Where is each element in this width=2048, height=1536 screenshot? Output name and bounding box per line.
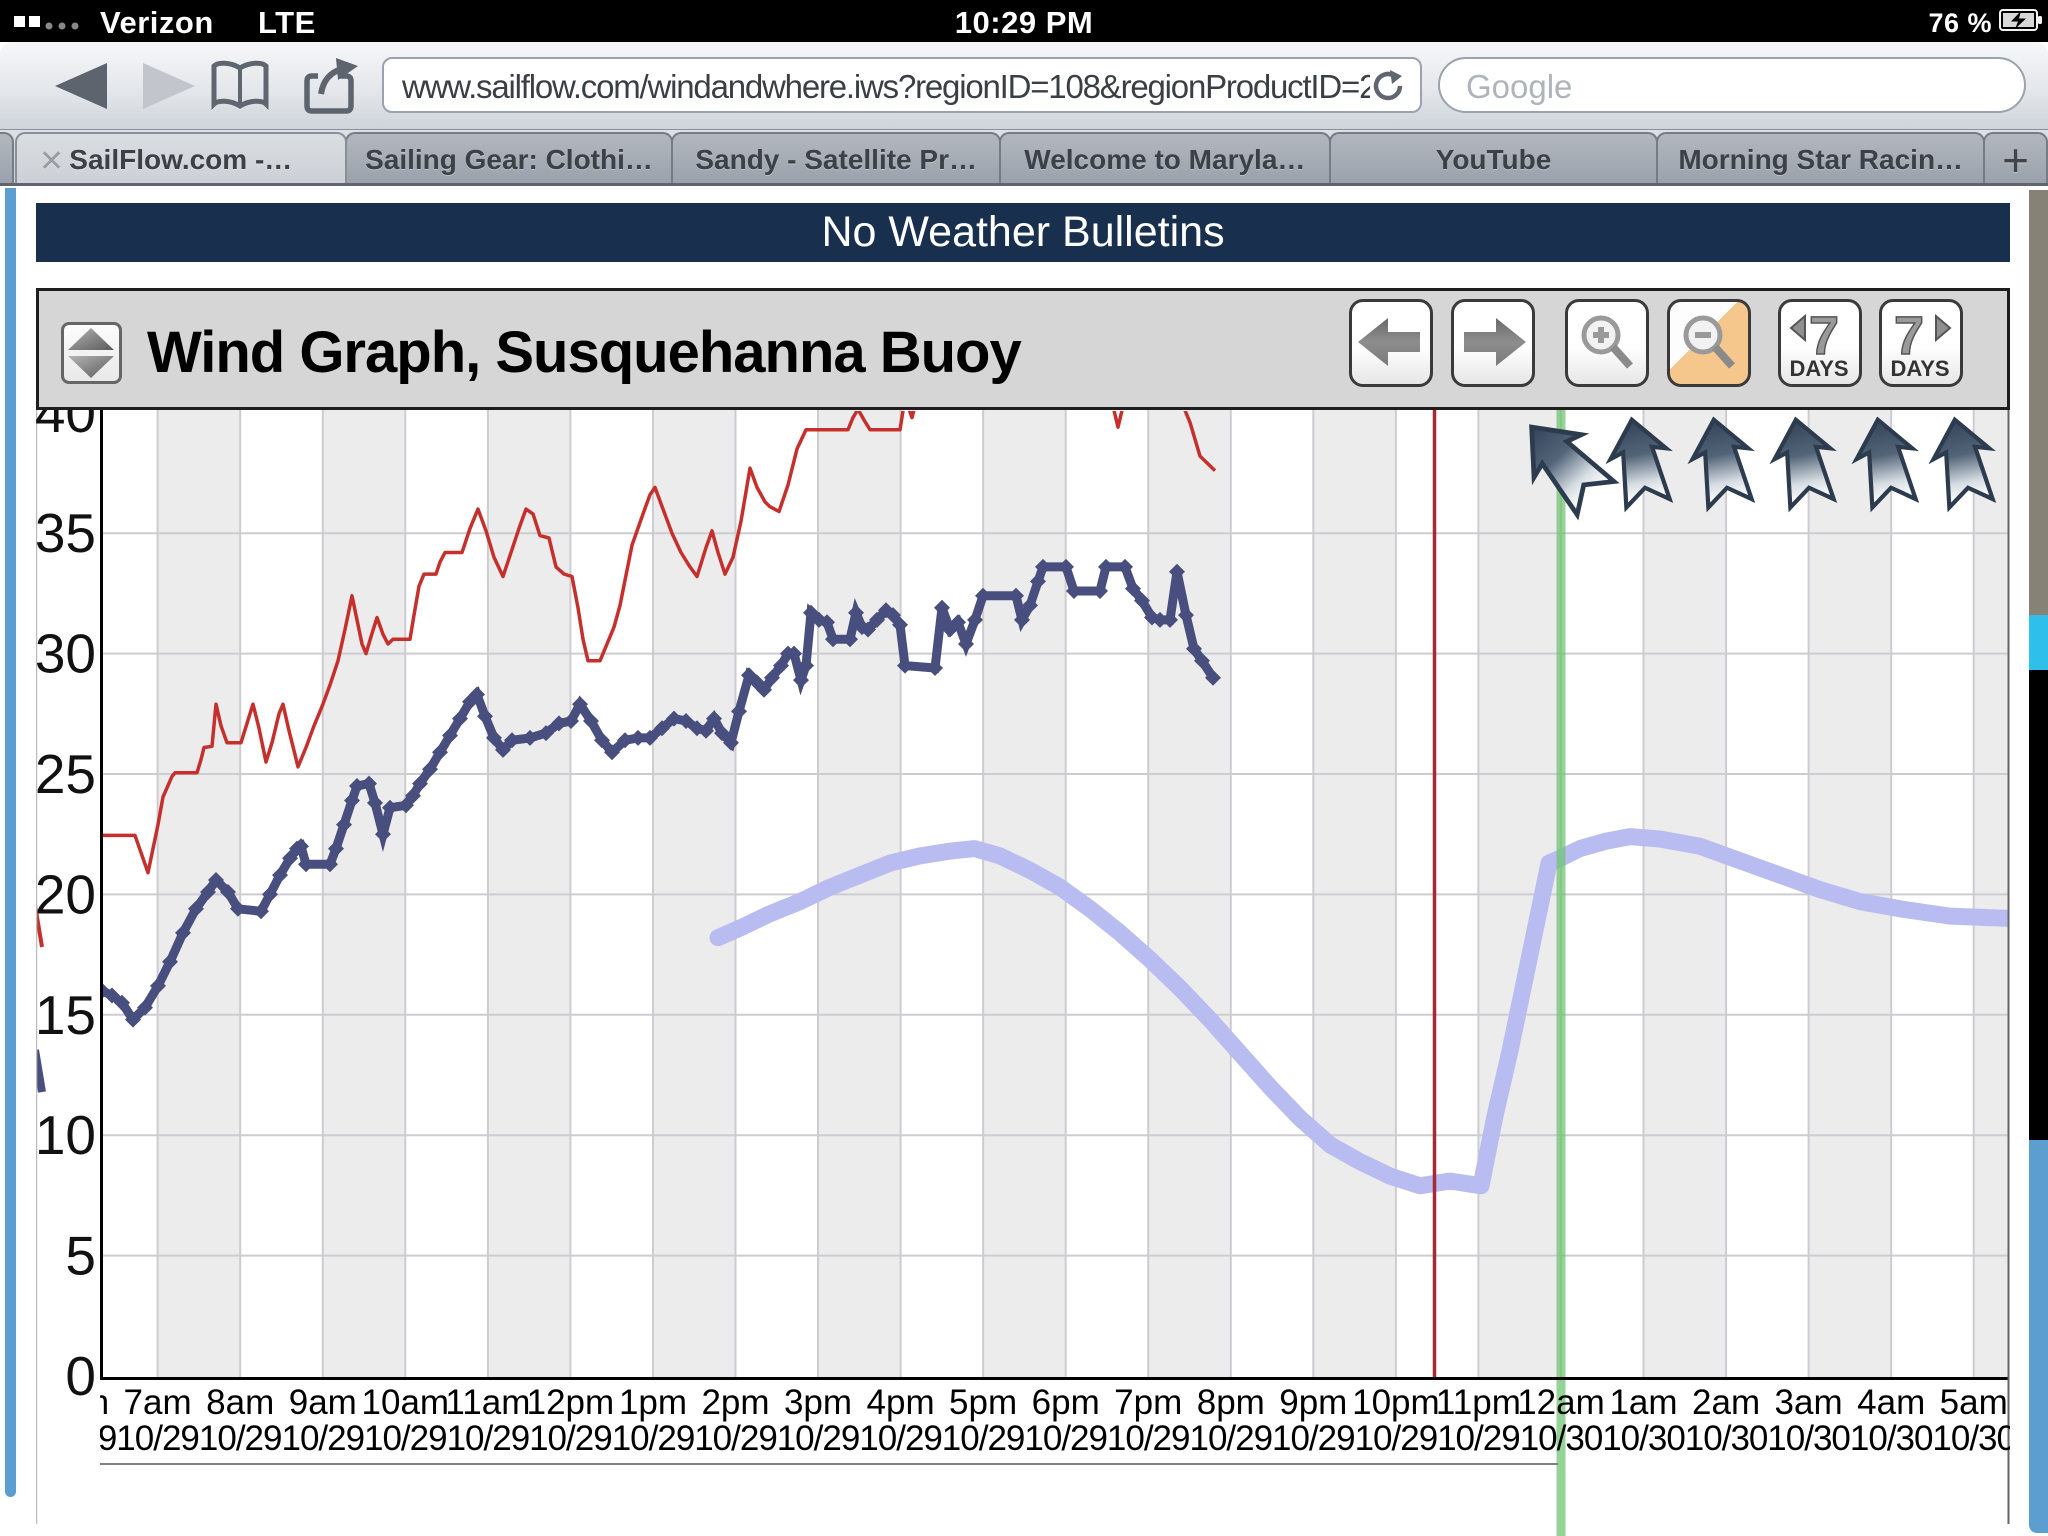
svg-text:10/29: 10/29 <box>859 1419 942 1458</box>
svg-text:1am: 1am <box>1609 1383 1677 1422</box>
svg-text:DAYS: DAYS <box>1789 356 1848 381</box>
svg-text:11pm: 11pm <box>1436 1383 1521 1422</box>
svg-text:10/29: 10/29 <box>777 1419 860 1458</box>
svg-text:10/29: 10/29 <box>529 1419 612 1458</box>
svg-text:11am: 11am <box>445 1383 530 1422</box>
svg-text:10/29: 10/29 <box>694 1419 777 1458</box>
svg-text:10/29: 10/29 <box>282 1419 365 1458</box>
svg-text:9am: 9am <box>289 1383 357 1422</box>
svg-text:3am: 3am <box>1775 1383 1843 1422</box>
svg-text:10/29: 10/29 <box>1355 1419 1438 1458</box>
svg-text:40: 40 <box>36 410 96 444</box>
svg-text:DAYS: DAYS <box>1890 356 1949 381</box>
svg-text:2am: 2am <box>1692 1383 1760 1422</box>
svg-text:9pm: 9pm <box>1279 1383 1347 1422</box>
svg-text:3pm: 3pm <box>784 1383 852 1422</box>
svg-text:10/29: 10/29 <box>1272 1419 1355 1458</box>
svg-text:7am: 7am <box>124 1383 192 1422</box>
svg-text:5: 5 <box>65 1225 96 1287</box>
svg-text:10/29: 10/29 <box>447 1419 530 1458</box>
svg-text:10/29: 10/29 <box>36 1419 116 1458</box>
svg-text:12pm: 12pm <box>527 1383 615 1422</box>
svg-text:6am: 6am <box>41 1383 109 1422</box>
svg-text:25: 25 <box>36 743 96 805</box>
svg-text:10/30: 10/30 <box>1602 1419 1685 1458</box>
svg-text:10/29: 10/29 <box>1024 1419 1107 1458</box>
svg-text:10pm: 10pm <box>1352 1383 1440 1422</box>
svg-text:20: 20 <box>36 863 96 925</box>
svg-text:2pm: 2pm <box>701 1383 769 1422</box>
svg-text:4pm: 4pm <box>867 1383 935 1422</box>
svg-text:6pm: 6pm <box>1032 1383 1100 1422</box>
svg-text:4am: 4am <box>1857 1383 1925 1422</box>
svg-text:12am: 12am <box>1517 1383 1605 1422</box>
svg-text:7: 7 <box>1809 306 1839 366</box>
svg-text:10: 10 <box>36 1104 96 1166</box>
svg-text:0: 0 <box>65 1345 96 1407</box>
svg-text:7pm: 7pm <box>1114 1383 1182 1422</box>
svg-text:1pm: 1pm <box>619 1383 687 1422</box>
svg-text:5pm: 5pm <box>949 1383 1017 1422</box>
svg-text:10/29: 10/29 <box>199 1419 282 1458</box>
svg-text:5am: 5am <box>1940 1383 2008 1422</box>
svg-text:35: 35 <box>36 502 96 564</box>
svg-text:10/30: 10/30 <box>1520 1419 1603 1458</box>
svg-text:10/29: 10/29 <box>364 1419 447 1458</box>
svg-text:10/30: 10/30 <box>1850 1419 1933 1458</box>
svg-text:10am: 10am <box>362 1383 450 1422</box>
svg-text:10/29: 10/29 <box>942 1419 1025 1458</box>
svg-text:10/29: 10/29 <box>1437 1419 1520 1458</box>
svg-text:7: 7 <box>1894 306 1924 366</box>
svg-text:8am: 8am <box>206 1383 274 1422</box>
svg-text:15: 15 <box>36 984 96 1046</box>
svg-text:30: 30 <box>36 623 96 685</box>
svg-text:10/29: 10/29 <box>1107 1419 1190 1458</box>
svg-text:8pm: 8pm <box>1197 1383 1265 1422</box>
svg-text:10/30: 10/30 <box>1932 1419 2010 1458</box>
svg-text:10/29: 10/29 <box>1190 1419 1273 1458</box>
svg-text:10/29: 10/29 <box>116 1419 199 1458</box>
svg-text:10/30: 10/30 <box>1767 1419 1850 1458</box>
svg-text:10/30: 10/30 <box>1685 1419 1768 1458</box>
svg-text:10/29: 10/29 <box>612 1419 695 1458</box>
